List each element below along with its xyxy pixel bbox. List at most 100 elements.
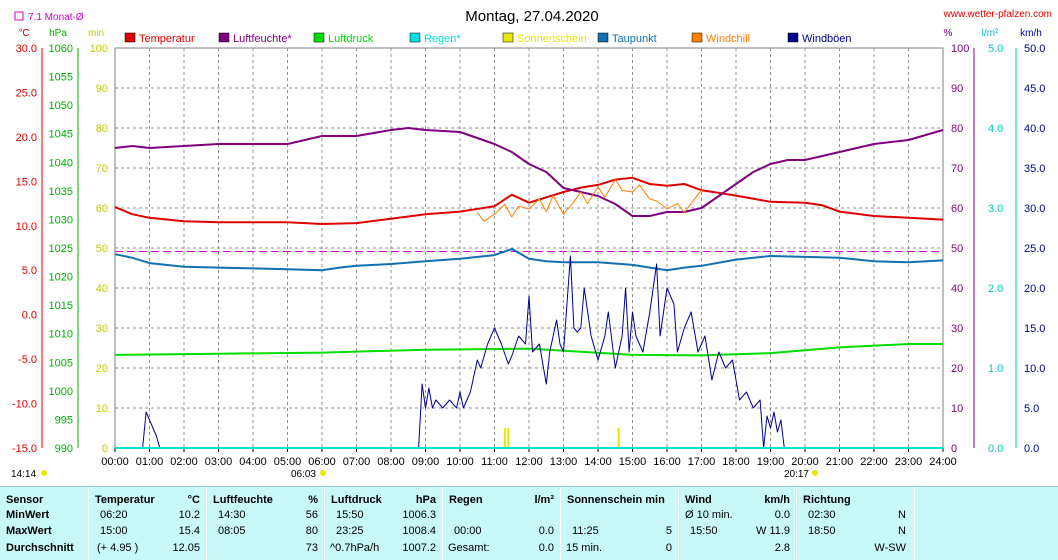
pressure-axis-unit: hPa	[49, 28, 67, 39]
stats-header-press-unit: hPa	[415, 494, 436, 506]
rain-axis-unit: l/m²	[982, 28, 999, 39]
dewpoint-line	[114, 247, 944, 272]
sun-tick-label: 0	[102, 443, 108, 455]
wind-tick-label: 15.0	[1024, 323, 1045, 335]
stats-table: Sensor Temperatur °C Luftfeuchte % Luftd…	[0, 486, 1058, 560]
stats-row-max-dir-val: N	[898, 525, 906, 537]
gusts-line	[142, 255, 785, 449]
legend-label: Taupunkt	[612, 33, 657, 45]
legend-label: Temperatur	[139, 33, 195, 45]
stats-row-max-temp-val: 15.4	[178, 525, 200, 537]
x-tick-label: 03:00	[205, 456, 233, 468]
avg-marker-icon	[14, 11, 24, 21]
legend-label: Windchill	[706, 33, 750, 45]
stats-row-min-hum-time: 14:30	[218, 509, 246, 521]
temp-axis-unit: °C	[18, 28, 29, 39]
sunset-icon	[812, 470, 818, 476]
stats-row-avg-sun-time: 15 min.	[566, 542, 603, 554]
pressure-tick-label: 1030	[49, 214, 73, 226]
sunshine-bar	[503, 428, 506, 448]
stats-row-max-hum-time: 08:05	[218, 525, 246, 537]
sunrise-marker: 06:03	[291, 469, 326, 480]
stats-row-min-temp-time: 06:20	[100, 509, 128, 521]
current-time: 14:14	[11, 469, 36, 480]
stats-row-min-press-val: 1006.3	[402, 509, 436, 521]
x-tick-label: 13:00	[550, 456, 578, 468]
stats-row-avg-sun-val: 0	[665, 542, 672, 554]
humidity-tick-label: 100	[951, 43, 969, 55]
stats-row-min-wind-val: 0.0	[774, 509, 790, 521]
legend-swatch	[597, 32, 609, 43]
stats-row-min-wind-time: Ø 10 min.	[685, 509, 733, 521]
pressure-tick-label: 1050	[49, 100, 73, 112]
stats-row-avg-temp-val: 12.05	[172, 542, 200, 554]
wind-tick-label: 20.0	[1024, 283, 1045, 295]
x-tick-label: 05:00	[274, 456, 302, 468]
stats-row-avg-label: Durchschnitt	[6, 542, 74, 554]
temp-tick-label: 10.0	[16, 221, 37, 233]
pressure-tick-label: 1060	[49, 43, 73, 55]
x-tick-label: 16:00	[653, 456, 681, 468]
stats-row-max-hum-val: 80	[305, 525, 318, 537]
site-link[interactable]: www.wetter-pfalzen.com	[943, 9, 1052, 20]
stats-row-max-temp-time: 15:00	[100, 525, 128, 537]
stats-row-avg-rain-time: Gesamt:	[448, 542, 490, 554]
rain-tick-label: 3.0	[988, 203, 1003, 215]
x-tick-label: 12:00	[515, 456, 543, 468]
x-tick-label: 21:00	[826, 456, 854, 468]
x-tick-label: 20:00	[791, 456, 819, 468]
legend-label: Luftfeuchte*	[233, 33, 292, 45]
x-tick-label: 15:00	[619, 456, 647, 468]
temp-tick-label: -15.0	[12, 443, 37, 455]
legend-swatch	[313, 32, 325, 43]
sun-tick-label: 100	[90, 43, 108, 55]
stats-row-max-sun-time: 11:25	[572, 525, 599, 537]
stats-header-temperature: Temperatur	[95, 494, 155, 506]
pressure-tick-label: 1015	[49, 300, 73, 312]
stats-header-sun: Sonnenschein min	[567, 494, 665, 506]
stats-header-hum-unit: %	[308, 494, 318, 506]
stats-row-avg-press-time: ^0.7hPa/h	[330, 542, 380, 554]
sun-tick-label: 80	[96, 123, 108, 135]
wind-tick-label: 40.0	[1024, 123, 1045, 135]
chart-title: Montag, 27.04.2020	[465, 8, 598, 25]
humidity-axis-unit: %	[944, 28, 953, 39]
pressure-tick-label: 1005	[49, 357, 73, 369]
sun-tick-label: 20	[96, 363, 108, 375]
stats-header-rain: Regen	[449, 494, 483, 506]
x-tick-label: 09:00	[412, 456, 440, 468]
humidity-tick-label: 50	[951, 243, 963, 255]
wind-tick-label: 10.0	[1024, 363, 1045, 375]
x-tick-label: 22:00	[860, 456, 888, 468]
pressure-tick-label: 1055	[49, 72, 73, 84]
monthly-avg-label: 7.1 Monat-Ø	[28, 12, 84, 23]
stats-header-temp-unit: °C	[187, 494, 200, 506]
stats-row-max-wind-val: W 11.9	[755, 525, 790, 537]
stats-header-rain-unit: l/m²	[534, 494, 554, 506]
grid	[115, 48, 943, 448]
x-tick-label: 04:00	[239, 456, 267, 468]
sun-tick-label: 10	[96, 403, 108, 415]
sunrise-icon	[320, 470, 326, 476]
stats-row-avg-hum-val: 73	[305, 542, 318, 554]
x-tick-label: 24:00	[929, 456, 957, 468]
sun-tick-label: 60	[96, 203, 108, 215]
temp-tick-label: 25.0	[16, 87, 37, 99]
rain-tick-label: 0.0	[988, 443, 1003, 455]
stats-row-max-sun-val: 5	[665, 525, 672, 537]
x-axis: 00:00 01:00 02:00 03:00 04:00 05:00 06:00 07:00…	[101, 448, 957, 468]
wind-tick-label: 0.0	[1024, 443, 1039, 455]
pressure-tick-label: 1020	[49, 272, 73, 284]
rain-tick-label: 5.0	[988, 43, 1003, 55]
wind-axis-unit: km/h	[1020, 28, 1042, 39]
stats-row-max-press-time: 23:25	[336, 525, 364, 537]
stats-row-max-press-val: 1008.4	[402, 525, 436, 537]
stats-row-avg-temp-time: (+ 4.95 )	[97, 542, 139, 554]
legend-swatch	[409, 32, 421, 43]
stats-row-max-dir-time: 18:50	[808, 525, 836, 537]
sun-axis-unit: min	[88, 28, 104, 39]
temp-tick-label: -10.0	[12, 399, 37, 411]
sun-tick-label: 90	[96, 83, 108, 95]
pressure-tick-label: 1000	[49, 386, 73, 398]
x-tick-label: 08:00	[377, 456, 405, 468]
